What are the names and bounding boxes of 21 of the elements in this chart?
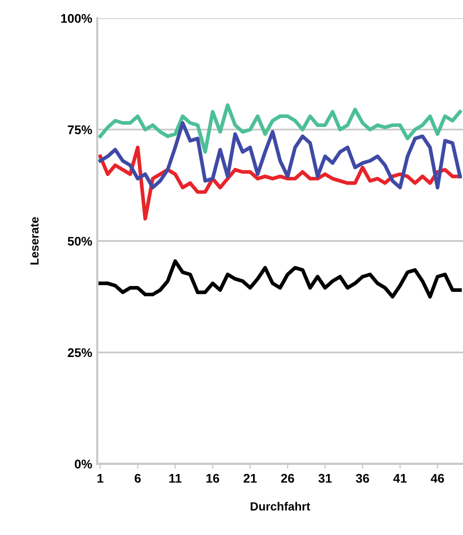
y-tick-label: 0% [74, 460, 92, 468]
y-axis-title: Leserate [30, 217, 39, 265]
x-tick-label: 46 [430, 474, 444, 483]
line-series [98, 259, 462, 299]
x-tick-label: 6 [134, 474, 141, 483]
x-tick-label: 16 [206, 474, 220, 483]
x-tick-label: 26 [281, 474, 294, 483]
x-tick-label: 1 [98, 474, 104, 483]
x-tick-label: 11 [169, 474, 182, 483]
x-axis-title: Durchfahrt [250, 502, 310, 511]
x-tick-label: 41 [393, 474, 407, 483]
y-tick-label: 50% [68, 236, 92, 246]
y-tick-label: 100% [61, 14, 92, 23]
line-series [98, 103, 462, 154]
x-tick-label: 31 [318, 474, 332, 483]
x-tick-label: 21 [244, 474, 257, 483]
line-series [98, 146, 462, 221]
y-tick-label: 25% [68, 348, 92, 358]
y-tick-label: 75% [68, 125, 92, 134]
x-tick-label: 36 [356, 474, 370, 483]
line-series [98, 121, 462, 190]
